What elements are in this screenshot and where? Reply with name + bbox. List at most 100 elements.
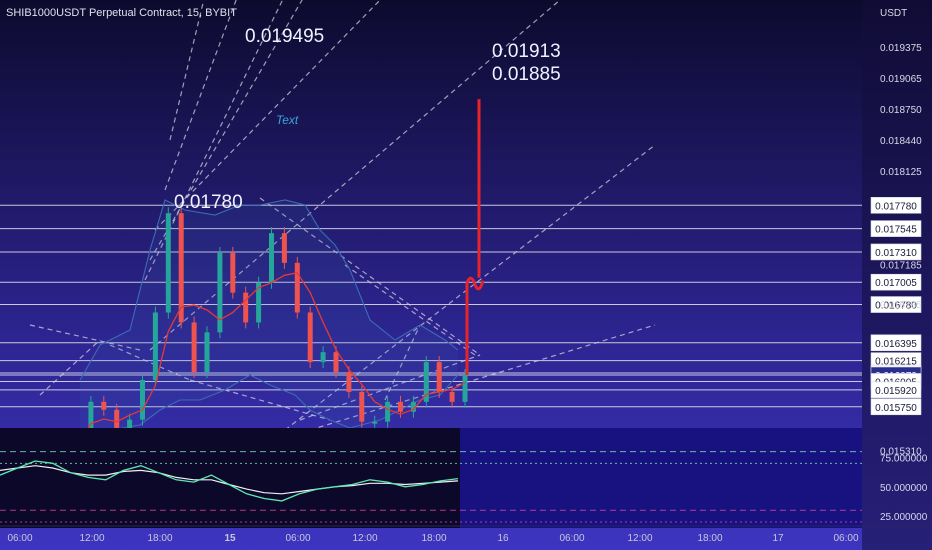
oscillator-tick-label: 50.000000 (880, 483, 928, 494)
annotation-label: 0.01780 (174, 192, 243, 213)
time-tick-label: 18:00 (421, 533, 446, 544)
candle-body (436, 362, 442, 392)
candle-body (346, 372, 352, 392)
time-tick-label: 06:00 (559, 533, 584, 544)
moving-average-line (77, 272, 466, 446)
guide-line (169, 0, 205, 141)
price-level-box (870, 334, 922, 352)
time-tick-label: 18:00 (697, 533, 722, 544)
candle-body (462, 375, 468, 402)
price-level-label: 0.015920 (875, 386, 917, 397)
annotation-label: 0.01885 (492, 64, 561, 85)
price-level-label: 0.017780 (875, 201, 917, 212)
band-fill (80, 200, 458, 430)
currency-label: USDT (880, 8, 907, 19)
price-level-box (870, 381, 922, 399)
time-tick-label: 06:00 (285, 533, 310, 544)
time-tick-label: 15 (224, 533, 236, 544)
candle-body (178, 213, 184, 323)
guide-line (189, 379, 331, 421)
price-level-label: 0.017545 (875, 225, 917, 236)
price-tick-label: 0.017185 (880, 260, 922, 271)
candle-body (307, 312, 313, 363)
guide-line (39, 339, 101, 396)
price-level-box (870, 220, 922, 237)
candle-body (269, 233, 274, 283)
price-tick-label: 0.018750 (880, 105, 922, 116)
candle-body (281, 233, 287, 263)
oscillator-future-shade (460, 428, 862, 528)
guide-line (299, 354, 481, 421)
candle-body (256, 282, 262, 323)
candle-body (410, 401, 416, 412)
guide-line (384, 324, 421, 401)
price-tick-label: 0.019065 (880, 74, 922, 85)
price-level-label: 0.017310 (875, 248, 917, 259)
candle-body (101, 401, 107, 410)
guide-line (29, 324, 141, 351)
candle-body (423, 362, 429, 402)
candle-body (372, 421, 378, 424)
time-tick-label: 16 (497, 533, 509, 544)
price-tick-label: 0.016785 (880, 300, 922, 311)
candle-body (127, 419, 133, 430)
price-level-label: 0.016215 (875, 357, 917, 368)
price-level-box (870, 296, 922, 313)
oscillator-tick-label: 25.000000 (880, 512, 928, 523)
upper-band-line (79, 199, 459, 381)
candle-body (294, 262, 300, 313)
time-tick-label: 06:00 (7, 533, 32, 544)
guide-line (259, 197, 481, 356)
time-tick-label: 12:00 (79, 533, 104, 544)
candle-body (114, 409, 120, 430)
guide-line (144, 0, 284, 281)
time-tick-label: 06:00 (833, 533, 858, 544)
candle-body (320, 352, 326, 363)
candle-body (191, 322, 197, 373)
guide-line (109, 344, 191, 381)
time-tick-label: 17 (772, 533, 784, 544)
candle-body (398, 401, 403, 412)
guide-line (309, 324, 656, 431)
price-level-label: 0.016395 (875, 339, 917, 350)
lower-band-line (80, 374, 459, 431)
guide-line (149, 0, 303, 261)
oscillator-main-line (0, 460, 459, 502)
price-tick-label: 0.019375 (880, 43, 922, 54)
price-tick-label: 0.018125 (880, 167, 922, 178)
candle-body (385, 401, 391, 422)
chart-title: SHIB1000USDT Perpetual Contract, 15, BYB… (6, 7, 237, 19)
candle-body (230, 252, 236, 293)
candle-body (152, 312, 158, 380)
price-level-label: 0.015750 (875, 403, 917, 414)
time-tick-label: 18:00 (147, 533, 172, 544)
candle-body (359, 391, 365, 422)
time-tick-label: 12:00 (627, 533, 652, 544)
annotation-label: 0.01913 (492, 41, 561, 62)
price-level-box (870, 243, 922, 261)
guide-line (154, 0, 381, 231)
candle-body (204, 332, 210, 373)
candle-body (140, 379, 145, 420)
guide-line (284, 144, 656, 431)
annotation-label: 0.019495 (245, 26, 324, 47)
candle-body (333, 352, 339, 373)
oscillator-tick-label: 75.000000 (880, 453, 928, 464)
price-level-label: 0.017005 (875, 278, 917, 289)
price-level-box (870, 273, 922, 291)
candle-body (449, 391, 455, 402)
candle-body (243, 292, 249, 323)
candle-body (217, 252, 223, 333)
candle-body (165, 213, 171, 313)
price-level-box (870, 398, 922, 416)
time-tick-label: 12:00 (352, 533, 377, 544)
price-level-label: 0.016780 (875, 301, 917, 312)
price-level-box (870, 197, 922, 214)
projection-hook (465, 276, 485, 291)
guide-line (164, 0, 237, 191)
text-annotation: Text (276, 113, 299, 127)
price-tick-label: 0.018440 (880, 136, 922, 147)
price-tick-label: 0.015310 (880, 446, 922, 457)
